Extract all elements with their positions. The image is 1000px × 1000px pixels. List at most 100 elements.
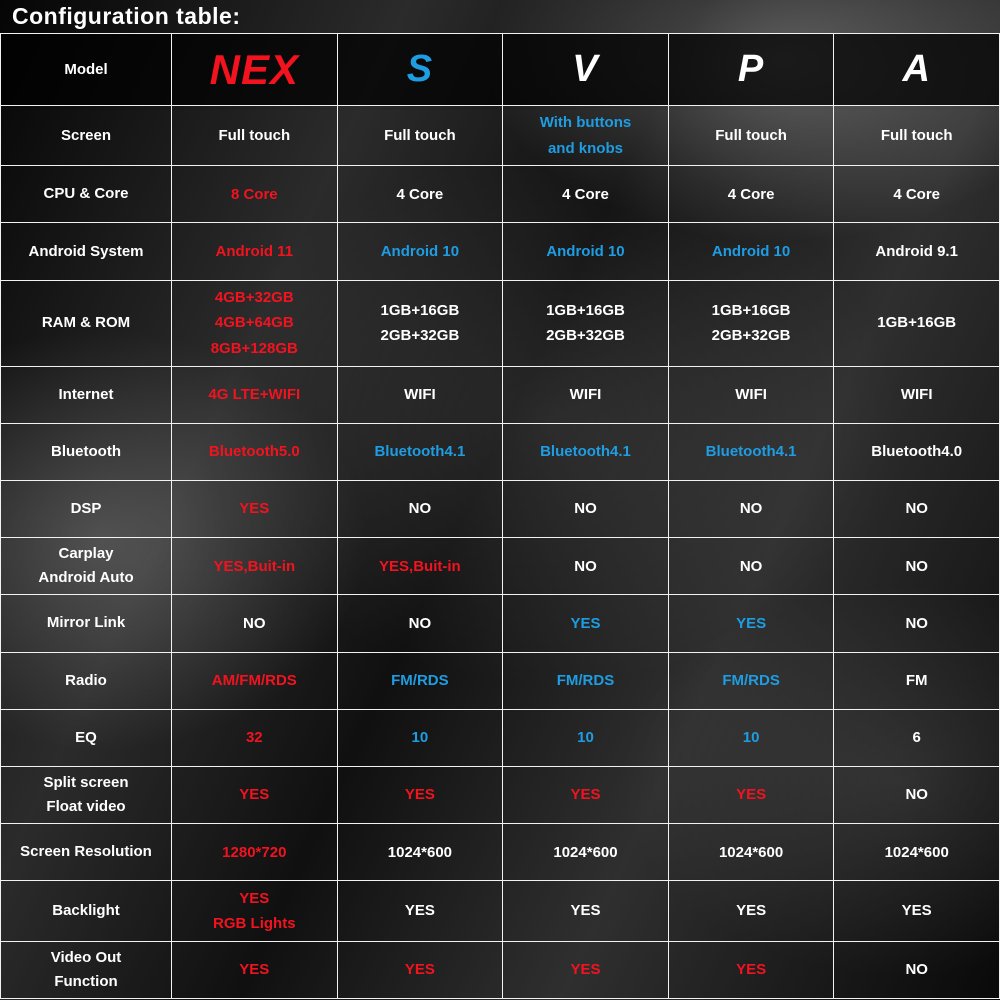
value-cell: Android 10 — [502, 222, 669, 281]
value-cell: YES — [336, 766, 504, 825]
value-cell: FM/RDS — [502, 651, 669, 710]
value-cell: 10 — [336, 708, 504, 768]
value-cell: 1GB+16GB 2GB+32GB — [667, 279, 835, 367]
value-cell: Full touch — [667, 104, 835, 167]
value-cell: YES — [502, 594, 669, 653]
value-cell: 4 Core — [502, 165, 669, 224]
table-row: Android System Android 11 Android 10 Androi… — [0, 222, 1000, 281]
value-cell: NO — [833, 766, 1000, 825]
value-cell: 4 Core — [667, 165, 835, 224]
row-label: RAM & ROM — [0, 279, 172, 367]
value-cell: FM — [833, 651, 1000, 710]
value-cell: AM/FM/RDS — [171, 651, 338, 710]
value-cell: Android 10 — [336, 222, 504, 281]
value-cell: YES — [667, 766, 835, 825]
value-cell: 1280*720 — [171, 823, 338, 882]
value-cell: Full touch — [171, 104, 338, 167]
row-label: Carplay Android Auto — [0, 537, 172, 596]
value-cell: YES — [667, 880, 835, 942]
table-row: RAM & ROM 4GB+32GB 4GB+64GB 8GB+128GB 1GB+… — [0, 279, 1000, 367]
table-header: Model NEX S V P A — [0, 33, 1000, 106]
value-cell: YES — [667, 594, 835, 653]
row-label: Internet — [0, 365, 172, 424]
value-cell: Bluetooth4.1 — [667, 422, 835, 481]
value-cell: NO — [336, 594, 504, 653]
value-cell: Bluetooth4.1 — [502, 422, 669, 481]
value-cell: WIFI — [502, 365, 669, 424]
value-cell: YES — [336, 880, 504, 942]
table-row: Internet 4G LTE+WIFI WIFI WIFI WIFI WIFI — [0, 365, 1000, 424]
table-row: Carplay Android Auto YES,Buit-in YES,Buit-… — [0, 537, 1000, 596]
value-cell: FM/RDS — [336, 651, 504, 710]
table-row: Radio AM/FM/RDS FM/RDS FM/RDS FM/RDS FM — [0, 651, 1000, 710]
table-row: DSP YES NO NO NO NO — [0, 479, 1000, 539]
row-label: Screen — [0, 104, 172, 167]
row-label: Backlight — [0, 880, 172, 942]
value-cell: NO — [833, 537, 1000, 596]
table-row: Screen Full touch Full touch With buttons a… — [0, 104, 1000, 167]
value-cell: NO — [502, 537, 669, 596]
value-cell: 1024*600 — [502, 823, 669, 882]
value-cell: Android 10 — [667, 222, 835, 281]
table-row: Mirror Link NO NO YES YES NO — [0, 594, 1000, 653]
row-label: CPU & Core — [0, 165, 172, 224]
value-cell: YES,Buit-in — [336, 537, 504, 596]
value-cell: NO — [336, 479, 504, 539]
model-name-nex: NEX — [171, 33, 338, 106]
value-cell: YES — [171, 479, 338, 539]
value-cell: 4 Core — [336, 165, 504, 224]
table-row: CPU & Core 8 Core 4 Core 4 Core 4 Core 4 Core — [0, 165, 1000, 224]
value-cell: 1024*600 — [833, 823, 1000, 882]
value-cell: 1GB+16GB 2GB+32GB — [336, 279, 504, 367]
row-label: Screen Resolution — [0, 823, 172, 882]
value-cell: 6 — [833, 708, 1000, 768]
row-label: Split screen Float video — [0, 766, 172, 825]
value-cell: 10 — [502, 708, 669, 768]
model-name-a: A — [833, 33, 1000, 106]
row-label: Video Out Function — [0, 940, 172, 1000]
value-cell: YES — [171, 940, 338, 1000]
row-label: Bluetooth — [0, 422, 172, 481]
table-row: Video Out Function YES YES YES YES NO — [0, 940, 1000, 1000]
value-cell: NO — [171, 594, 338, 653]
value-cell: 1024*600 — [336, 823, 504, 882]
table-body: Screen Full touch Full touch With buttons a… — [0, 104, 1000, 1000]
value-cell: NO — [502, 479, 669, 539]
table-row: Split screen Float video YES YES YES YES NO — [0, 766, 1000, 825]
value-cell: 4G LTE+WIFI — [171, 365, 338, 424]
value-cell: YES — [502, 766, 669, 825]
value-cell: YES — [667, 940, 835, 1000]
value-cell: 8 Core — [171, 165, 338, 224]
table-row: EQ 32 10 10 10 6 — [0, 708, 1000, 768]
value-cell: 4 Core — [833, 165, 1000, 224]
model-name-v: V — [502, 33, 669, 106]
value-cell: 4GB+32GB 4GB+64GB 8GB+128GB — [171, 279, 338, 367]
value-cell: NO — [833, 940, 1000, 1000]
model-name-p: P — [667, 33, 835, 106]
value-cell: YES — [502, 940, 669, 1000]
value-cell: Android 9.1 — [833, 222, 1000, 281]
value-cell: YES — [833, 880, 1000, 942]
value-cell: NO — [833, 479, 1000, 539]
value-cell: NO — [667, 537, 835, 596]
value-cell: YES — [171, 766, 338, 825]
value-cell: WIFI — [833, 365, 1000, 424]
value-cell: YES — [502, 880, 669, 942]
value-cell: Bluetooth4.1 — [336, 422, 504, 481]
value-cell: YES,Buit-in — [171, 537, 338, 596]
table-row: Backlight YES RGB Lights YES YES YES YES — [0, 880, 1000, 942]
model-header-row: Model NEX S V P A — [0, 33, 1000, 106]
table-row: Screen Resolution 1280*720 1024*600 1024*60… — [0, 823, 1000, 882]
model-row-label: Model — [0, 33, 172, 106]
value-cell: 10 — [667, 708, 835, 768]
value-cell: Android 11 — [171, 222, 338, 281]
value-cell: WIFI — [336, 365, 504, 424]
value-cell: NO — [667, 479, 835, 539]
row-label: Mirror Link — [0, 594, 172, 653]
value-cell: Bluetooth4.0 — [833, 422, 1000, 481]
value-cell: 1GB+16GB 2GB+32GB — [502, 279, 669, 367]
value-cell: NO — [833, 594, 1000, 653]
value-cell: YES RGB Lights — [171, 880, 338, 942]
table-row: Bluetooth Bluetooth5.0 Bluetooth4.1 Bluetoo… — [0, 422, 1000, 481]
